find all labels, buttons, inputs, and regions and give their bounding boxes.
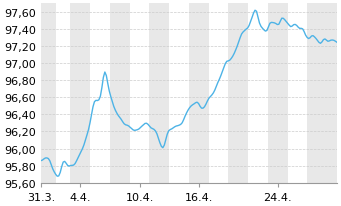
Bar xyxy=(149,4,169,183)
Bar xyxy=(41,4,56,183)
Bar xyxy=(189,4,209,183)
Bar xyxy=(268,4,287,183)
Bar xyxy=(228,4,248,183)
Bar xyxy=(110,4,130,183)
Bar xyxy=(71,4,90,183)
Bar xyxy=(307,4,337,183)
